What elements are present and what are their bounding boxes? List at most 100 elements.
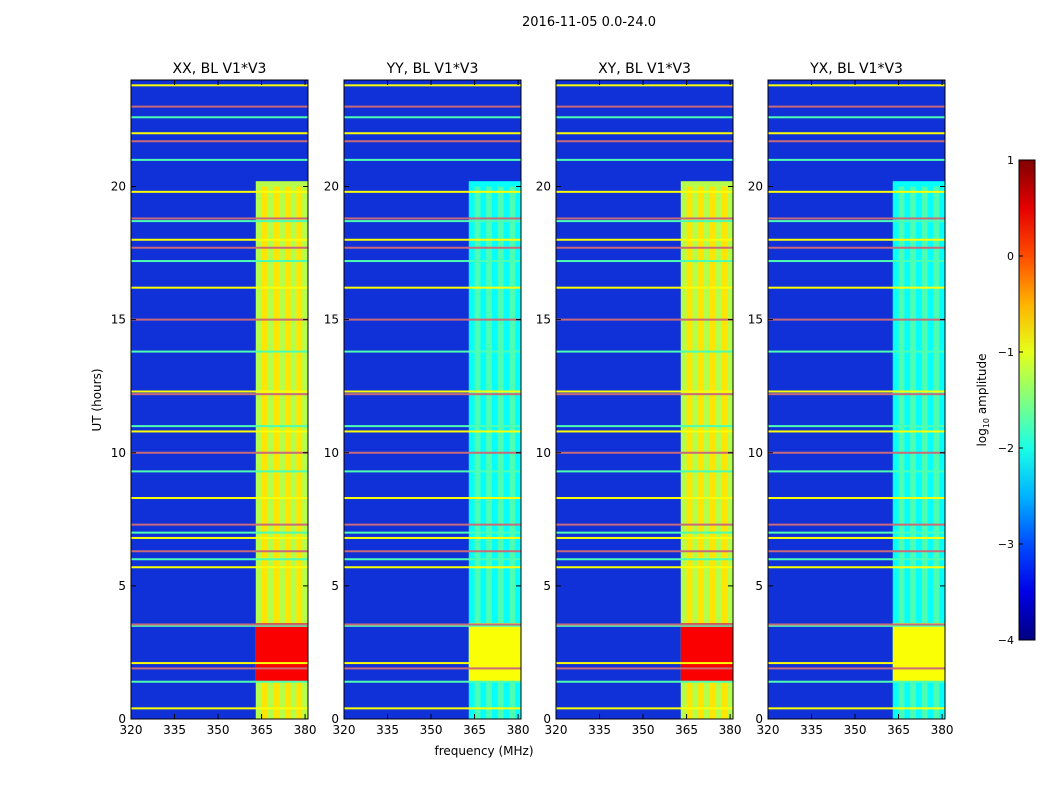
flagged-row bbox=[131, 667, 308, 670]
strong-emission bbox=[892, 623, 945, 682]
panel-1: XX, BL V1*V3 320 335 350 365 380 0 5 10 15 20 bbox=[111, 61, 317, 737]
y-tick-label: 0 bbox=[543, 712, 551, 726]
x-tick-label: 335 bbox=[800, 723, 823, 737]
flagged-row bbox=[344, 451, 521, 454]
flagged-row bbox=[556, 105, 733, 108]
flagged-row bbox=[556, 190, 733, 193]
flagged-row bbox=[131, 132, 308, 135]
flagged-row bbox=[768, 140, 945, 143]
flagged-row bbox=[768, 190, 945, 193]
flagged-row bbox=[556, 220, 733, 223]
strong-emission bbox=[680, 623, 733, 682]
flagged-row bbox=[131, 430, 308, 433]
flagged-row bbox=[768, 707, 945, 710]
x-tick-label: 320 bbox=[545, 723, 568, 737]
flagged-row bbox=[131, 523, 308, 526]
flagged-row bbox=[131, 190, 308, 193]
flagged-row bbox=[344, 105, 521, 108]
flagged-row bbox=[344, 497, 521, 500]
y-tick-label: 20 bbox=[324, 180, 339, 194]
flagged-row bbox=[768, 430, 945, 433]
flagged-row bbox=[344, 217, 521, 220]
flagged-row bbox=[768, 220, 945, 223]
flagged-row bbox=[131, 531, 308, 534]
flagged-row bbox=[131, 140, 308, 143]
flagged-row bbox=[131, 238, 308, 241]
colorbar-tick-label: −4 bbox=[998, 634, 1014, 647]
flagged-row bbox=[556, 536, 733, 539]
flagged-row bbox=[344, 132, 521, 135]
panel-frame bbox=[343, 79, 522, 720]
y-tick-label: 5 bbox=[331, 579, 339, 593]
flagged-row bbox=[768, 260, 945, 263]
x-tick-label: 350 bbox=[632, 723, 655, 737]
y-tick-label: 15 bbox=[748, 313, 763, 327]
x-tick-label: 350 bbox=[420, 723, 443, 737]
flagged-row bbox=[344, 260, 521, 263]
colorbar-tick-label: −2 bbox=[998, 442, 1014, 455]
flagged-row bbox=[131, 350, 308, 353]
flagged-row bbox=[768, 523, 945, 526]
flagged-row bbox=[131, 286, 308, 289]
flagged-row bbox=[131, 566, 308, 569]
flagged-row bbox=[344, 425, 521, 428]
flagged-row bbox=[344, 707, 521, 710]
panel-frame bbox=[767, 79, 946, 720]
flagged-row bbox=[131, 246, 308, 249]
y-tick-label: 5 bbox=[755, 579, 763, 593]
panel-3: XY, BL V1*V3 320 335 350 365 380 0 5 10 15 20 bbox=[536, 61, 742, 737]
flagged-row bbox=[131, 680, 308, 683]
panel-title: XX, BL V1*V3 bbox=[173, 61, 267, 77]
x-tick-label: 380 bbox=[931, 723, 954, 737]
flagged-row bbox=[768, 393, 945, 396]
y-tick-label: 20 bbox=[536, 180, 551, 194]
flagged-row bbox=[768, 550, 945, 553]
flagged-row bbox=[131, 470, 308, 473]
y-tick-label: 5 bbox=[543, 579, 551, 593]
flagged-row bbox=[131, 624, 308, 627]
flagged-row bbox=[344, 318, 521, 321]
flagged-row bbox=[556, 680, 733, 683]
flagged-row bbox=[556, 425, 733, 428]
y-axis-label: UT (hours) bbox=[90, 368, 104, 431]
x-tick-label: 350 bbox=[207, 723, 230, 737]
y-tick-label: 5 bbox=[118, 579, 126, 593]
flagged-row bbox=[131, 260, 308, 263]
flagged-row bbox=[344, 624, 521, 627]
flagged-row bbox=[344, 536, 521, 539]
flagged-row bbox=[344, 190, 521, 193]
flagged-row bbox=[556, 116, 733, 119]
flagged-row bbox=[556, 558, 733, 561]
flagged-row bbox=[768, 451, 945, 454]
x-tick-label: 365 bbox=[250, 723, 273, 737]
flagged-row bbox=[556, 390, 733, 393]
flagged-row bbox=[344, 558, 521, 561]
flagged-row bbox=[344, 84, 521, 87]
flagged-row bbox=[556, 566, 733, 569]
flagged-row bbox=[768, 497, 945, 500]
flagged-row bbox=[556, 246, 733, 249]
panel-2: YY, BL V1*V3 320 335 350 365 380 0 5 10 15 20 bbox=[324, 61, 530, 737]
flagged-row bbox=[768, 286, 945, 289]
x-tick-label: 365 bbox=[887, 723, 910, 737]
flagged-row bbox=[768, 667, 945, 670]
y-tick-label: 0 bbox=[755, 712, 763, 726]
flagged-row bbox=[344, 430, 521, 433]
flagged-row bbox=[556, 667, 733, 670]
flagged-row bbox=[131, 623, 308, 626]
flagged-row bbox=[556, 623, 733, 626]
y-tick-label: 15 bbox=[111, 313, 126, 327]
x-tick-label: 365 bbox=[463, 723, 486, 737]
flagged-row bbox=[344, 286, 521, 289]
flagged-row bbox=[556, 132, 733, 135]
flagged-row bbox=[768, 158, 945, 161]
flagged-row bbox=[131, 116, 308, 119]
flagged-row bbox=[344, 623, 521, 626]
flagged-row bbox=[344, 238, 521, 241]
flagged-row bbox=[556, 260, 733, 263]
flagged-row bbox=[131, 158, 308, 161]
flagged-row bbox=[556, 497, 733, 500]
flagged-row bbox=[768, 531, 945, 534]
x-tick-label: 320 bbox=[120, 723, 143, 737]
